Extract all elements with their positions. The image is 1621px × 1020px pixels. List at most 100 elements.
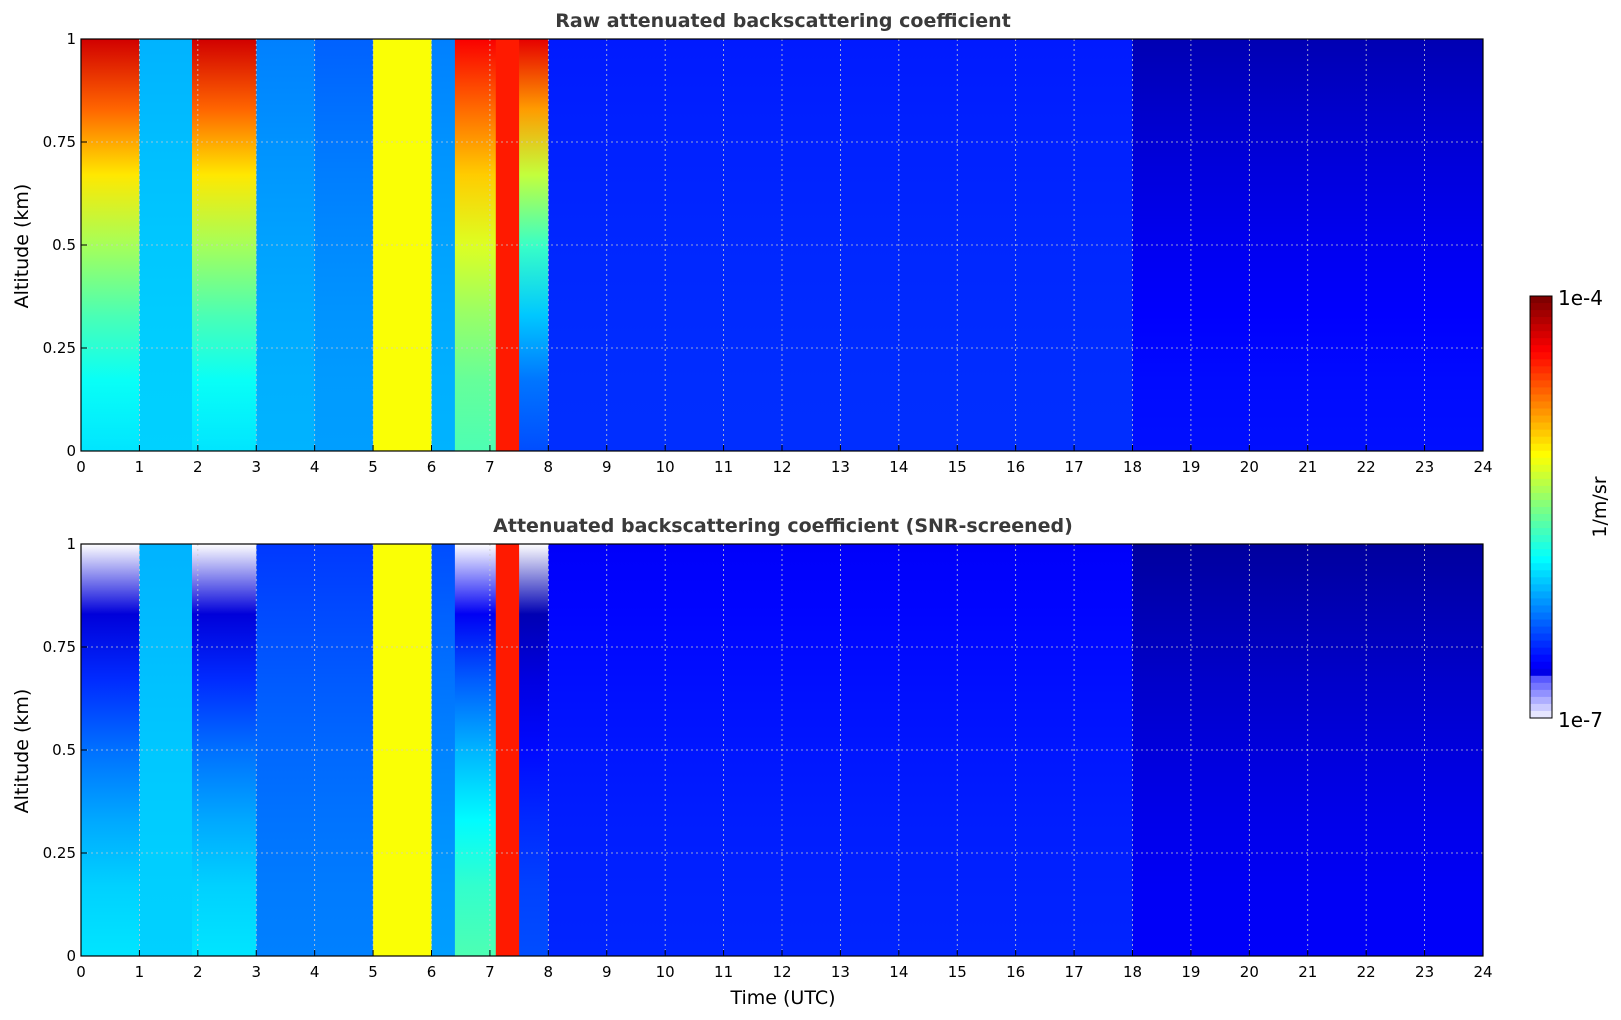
colorbar-step [1530,457,1552,466]
heatmap-segment [314,39,374,451]
x-tick-label: 0 [76,963,86,981]
colorbar-step [1530,633,1552,642]
colorbar-step [1530,359,1552,367]
colorbar-step [1530,303,1552,311]
raw-y-axis-label: Altitude (km) [11,184,33,309]
colorbar-min-label: 1e-7 [1558,708,1603,732]
colorbar-step [1530,654,1552,663]
x-tick-label: 2 [193,963,203,981]
colorbar-step [1530,443,1552,452]
x-tick-label: 20 [1240,458,1259,476]
x-tick-label: 12 [772,458,791,476]
colorbar-step [1530,563,1552,571]
x-tick-label: 23 [1415,458,1434,476]
x-tick-label: 7 [485,963,495,981]
x-tick-label: 20 [1240,963,1259,981]
colorbar-step [1530,612,1552,621]
x-tick-label: 21 [1298,963,1317,981]
colorbar-step [1530,556,1552,564]
colorbar-step [1530,647,1552,656]
x-tick-label: 16 [1006,963,1025,981]
x-tick-label: 18 [1123,458,1142,476]
colorbar-step [1530,471,1552,480]
x-tick-label: 8 [544,458,554,476]
colorbar-step [1530,387,1552,396]
x-tick-label: 3 [251,458,261,476]
x-tick-label: 11 [714,963,733,981]
raw-panel-title: Raw attenuated backscattering coefficien… [555,10,1011,32]
x-tick-label: 15 [948,458,967,476]
x-tick-label: 9 [602,963,612,981]
colorbar-step [1530,436,1552,445]
colorbar-step [1530,352,1552,360]
snr-y-ticks: 0 0.25 0.5 0.75 1 [43,535,87,965]
colorbar-step [1530,598,1552,607]
raw-x-ticks: 0 1 2 3 4 5 6 7 8 9 10 11 12 13 14 15 16 17 18 19 20 21 22 23 24 [76,445,1493,476]
colorbar-step [1530,675,1552,684]
x-tick-label: 21 [1298,458,1317,476]
colorbar-step [1530,514,1552,522]
x-tick-label: 19 [1181,458,1200,476]
colorbar-step [1530,499,1552,508]
y-tick-label: 0.75 [43,638,76,656]
colorbar-step [1530,485,1552,494]
colorbar-step [1530,640,1552,649]
x-tick-label: 1 [135,458,145,476]
colorbar-step [1530,450,1552,459]
colorbar-step [1530,408,1552,417]
colorbar-gradient [1530,296,1552,719]
colorbar-unit-label: 1/m/sr [1589,476,1611,537]
x-axis-label: Time (UTC) [729,987,835,1009]
x-tick-label: 6 [427,458,437,476]
x-tick-label: 3 [251,963,261,981]
colorbar-step [1530,661,1552,670]
y-tick-label: 1 [66,535,76,553]
x-tick-label: 12 [772,963,791,981]
x-tick-label: 23 [1415,963,1434,981]
colorbar-step [1530,507,1552,515]
colorbar-step [1530,331,1552,339]
y-tick-label: 0.5 [52,236,76,254]
colorbar-step [1530,296,1552,304]
snr-x-ticks: 0 1 2 3 4 5 6 7 8 9 10 11 12 13 14 15 16 17 18 19 20 21 22 23 24 [76,950,1493,981]
x-tick-label: 17 [1065,458,1084,476]
x-tick-label: 8 [544,963,554,981]
x-tick-label: 14 [889,963,908,981]
colorbar-step [1530,535,1552,543]
colorbar-step [1530,584,1552,592]
colorbar-step [1530,401,1552,410]
x-tick-label: 5 [368,458,378,476]
x-tick-label: 6 [427,963,437,981]
colorbar-frame [1529,295,1553,719]
x-tick-label: 17 [1065,963,1084,981]
y-tick-label: 0.25 [43,844,76,862]
colorbar-step [1530,338,1552,346]
heatmap-segment [519,544,549,956]
colorbar-step [1530,380,1552,389]
x-tick-label: 5 [368,963,378,981]
colorbar-step [1530,317,1552,325]
colorbar-max-label: 1e-4 [1558,286,1603,310]
x-tick-label: 4 [310,458,320,476]
y-tick-label: 0.5 [52,741,76,759]
colorbar-step [1530,394,1552,403]
x-tick-label: 10 [656,963,675,981]
x-tick-label: 10 [656,458,675,476]
x-tick-label: 22 [1357,963,1376,981]
y-tick-label: 1 [66,30,76,48]
colorbar-step [1530,703,1552,712]
colorbar-step [1530,478,1552,487]
colorbar-step [1530,429,1552,438]
raw-backscatter-panel: Raw attenuated backscattering coefficien… [11,10,1493,476]
colorbar-step [1530,373,1552,381]
colorbar-step [1530,626,1552,635]
heatmap-segment [81,544,140,956]
x-tick-label: 4 [310,963,320,981]
colorbar-step [1530,492,1552,501]
heatmap-segment [139,544,193,956]
x-tick-label: 24 [1473,963,1492,981]
colorbar-step [1530,619,1552,628]
colorbar-step [1530,542,1552,550]
colorbar-step [1530,570,1552,578]
